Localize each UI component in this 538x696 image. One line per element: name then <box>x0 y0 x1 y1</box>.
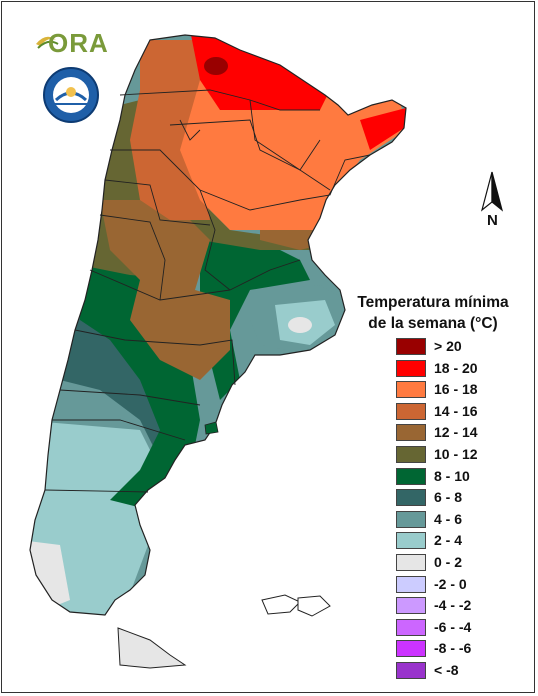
legend-label: 6 - 8 <box>434 489 463 506</box>
peninsula-valdes <box>204 421 219 435</box>
province-borders <box>44 89 371 493</box>
legend-swatch <box>396 597 426 615</box>
legend-label: -8 - -6 <box>434 640 472 657</box>
legend-label: 18 - 20 <box>434 359 478 376</box>
legend-label: 14 - 16 <box>434 402 478 419</box>
legend-label: 10 - 12 <box>434 445 478 462</box>
malvinas-islands <box>261 594 331 617</box>
legend-label: < -8 <box>434 661 459 678</box>
legend-label: -4 - -2 <box>434 597 472 614</box>
legend-swatch <box>396 338 426 355</box>
legend-swatch <box>396 510 426 528</box>
legend-label: -2 - 0 <box>434 575 467 592</box>
legend-label: 8 - 10 <box>434 467 470 484</box>
legend-swatch <box>396 359 426 377</box>
legend-swatch <box>396 575 426 593</box>
ora-logo-text: ORA <box>48 28 109 58</box>
ora-logo <box>36 36 59 49</box>
legend-swatch <box>396 661 426 679</box>
legend-swatch <box>396 640 426 658</box>
legend-swatch <box>396 381 426 399</box>
legend-label: 2 - 4 <box>434 532 463 549</box>
legend-label: 0 - 2 <box>434 553 463 570</box>
north-label: N <box>487 212 498 229</box>
legend-swatch <box>396 532 426 550</box>
legend-swatch <box>396 445 426 463</box>
tierra-del-fuego <box>117 627 187 669</box>
legend-label: 12 - 14 <box>434 424 478 441</box>
legend-title-line1: Temperatura mínima <box>357 294 509 311</box>
legend-label: 16 - 18 <box>434 381 478 398</box>
legend-swatch <box>396 402 426 420</box>
legend-swatch <box>396 489 426 507</box>
legend-label: > 20 <box>434 338 462 354</box>
legend-swatch <box>396 618 426 636</box>
legend-swatch <box>396 424 426 442</box>
legend-label: -6 - -4 <box>434 618 472 635</box>
smn-seal <box>43 67 99 123</box>
country-outline <box>29 34 407 616</box>
legend-swatch <box>396 467 426 485</box>
legend-title-line2: de la semana (°C) <box>368 315 498 332</box>
north-arrow-icon <box>480 171 504 212</box>
legend-label: 4 - 6 <box>434 510 463 527</box>
legend-swatch <box>396 553 426 571</box>
legend-title: Temperatura mínima de la semana (°C) <box>338 292 528 334</box>
